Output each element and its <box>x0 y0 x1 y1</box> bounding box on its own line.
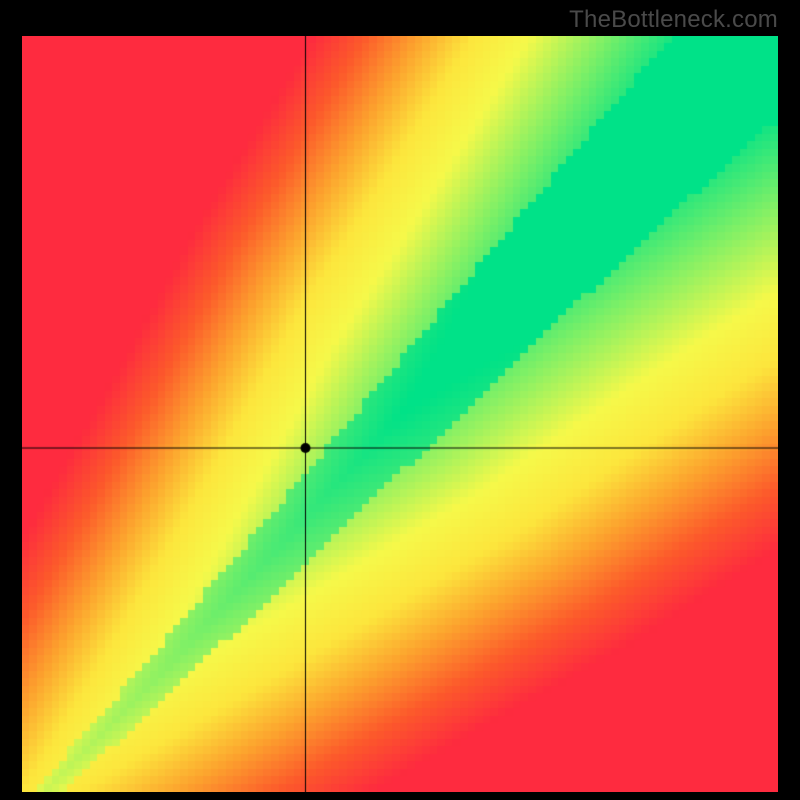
bottleneck-heatmap <box>22 36 778 792</box>
watermark-text: TheBottleneck.com <box>569 6 778 34</box>
root-container: { "watermark": { "text": "TheBottleneck.… <box>0 0 800 800</box>
